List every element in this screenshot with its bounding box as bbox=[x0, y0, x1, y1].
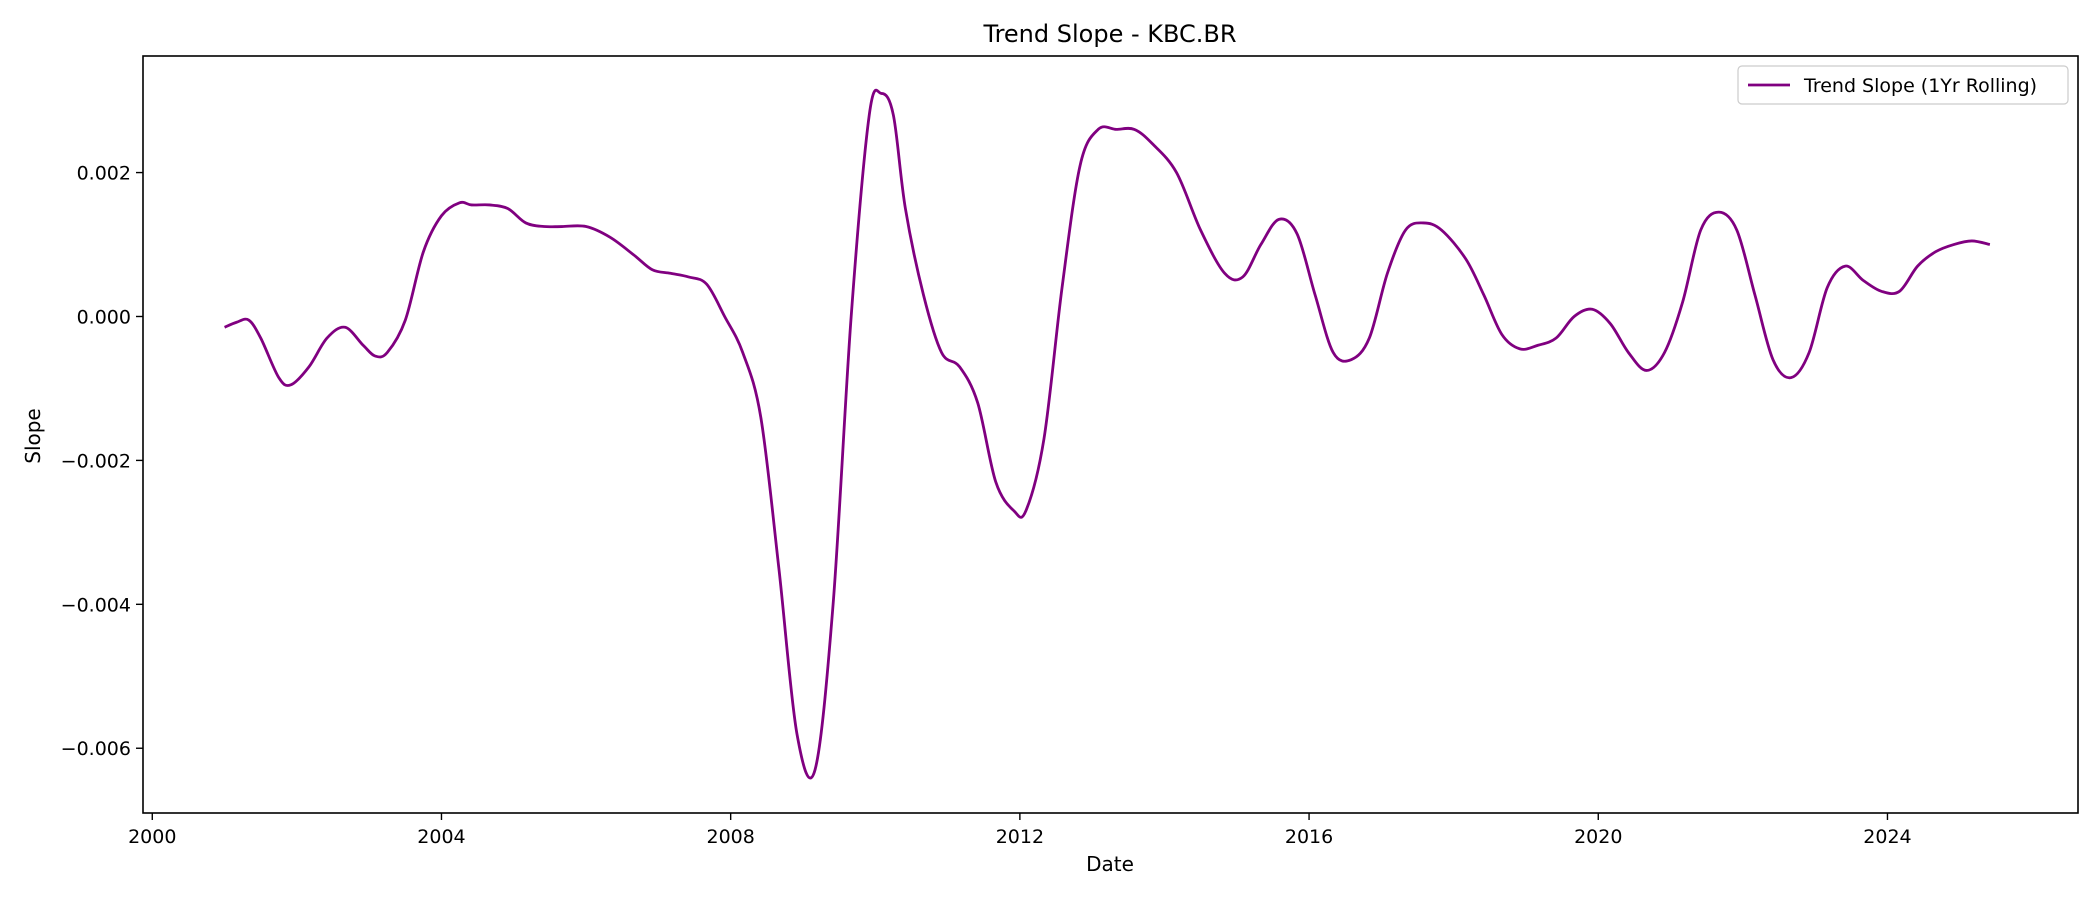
y-tick-label: −0.002 bbox=[61, 450, 131, 472]
y-tick-label: 0.002 bbox=[77, 163, 131, 185]
series-layer bbox=[224, 88, 1991, 780]
y-axis: 0.002 0.000 −0.002 −0.004 −0.006 bbox=[61, 163, 143, 760]
x-tick-label: 2000 bbox=[128, 826, 176, 848]
x-axis: 2000 2004 2008 2012 2016 2020 2024 bbox=[128, 813, 1912, 848]
y-tick-label: −0.004 bbox=[61, 594, 131, 616]
y-tick-label: 0.000 bbox=[77, 306, 131, 328]
chart-title: Trend Slope - KBC.BR bbox=[982, 20, 1236, 48]
y-tick-label: −0.006 bbox=[61, 738, 131, 760]
x-tick-label: 2004 bbox=[417, 826, 465, 848]
y-axis-title: Slope bbox=[21, 408, 45, 464]
plot-frame bbox=[142, 55, 2079, 814]
x-tick-label: 2020 bbox=[1574, 826, 1622, 848]
legend-box bbox=[1737, 65, 2069, 105]
legend-label: Trend Slope (1Yr Rolling) bbox=[1803, 75, 2037, 97]
x-axis-title: Date bbox=[1086, 852, 1134, 876]
x-tick-label: 2024 bbox=[1863, 826, 1911, 848]
legend: Trend Slope (1Yr Rolling) bbox=[1737, 65, 2069, 105]
series-line-0 bbox=[224, 88, 1991, 780]
plot-area bbox=[142, 55, 2079, 814]
x-tick-label: 2008 bbox=[706, 826, 754, 848]
x-tick-label: 2012 bbox=[996, 826, 1044, 848]
x-tick-label: 2016 bbox=[1285, 826, 1333, 848]
